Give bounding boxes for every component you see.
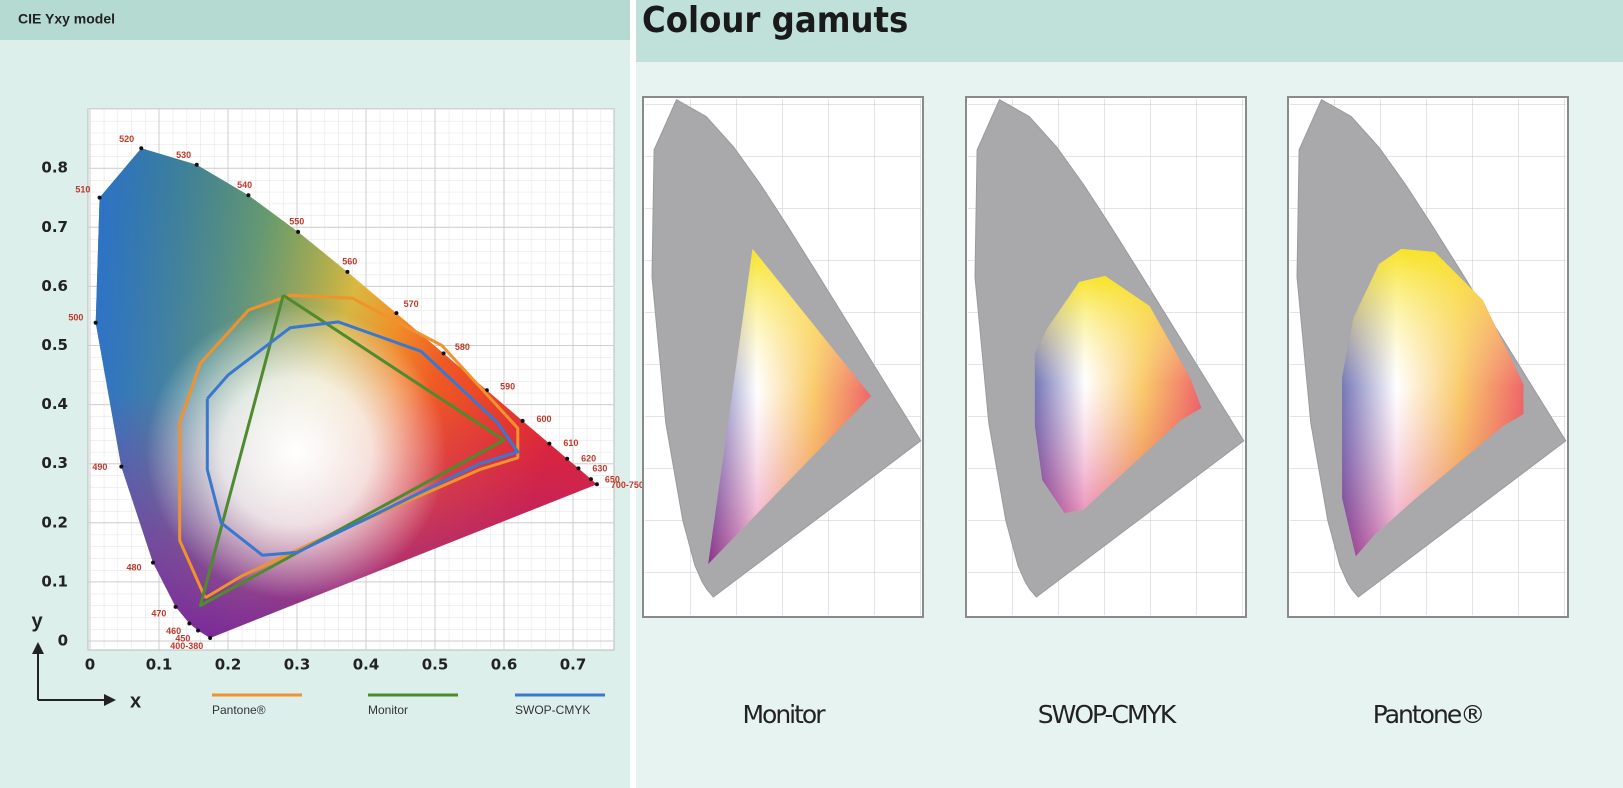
- locus-point: [174, 605, 178, 609]
- locus-point: [195, 163, 199, 167]
- gamut-caption: Monitor: [742, 700, 826, 729]
- y-tick-label: 0.4: [41, 395, 68, 413]
- x-axis-label: x: [130, 690, 141, 712]
- y-axis-label: y: [31, 610, 43, 632]
- wavelength-label: 460: [166, 626, 181, 636]
- x-tick-label: 0.6: [491, 656, 518, 674]
- x-tick-label: 0.2: [215, 656, 242, 674]
- figure: CIE Yxy model x y Colour gamuts 0 0.1 0.2 0…: [0, 0, 1623, 788]
- locus-point: [208, 636, 212, 640]
- locus-point: [442, 351, 446, 355]
- locus-point: [151, 561, 155, 565]
- wavelength-label: 520: [119, 134, 134, 144]
- wavelength-label: 480: [127, 563, 142, 573]
- gamut-caption: SWOP-CMYK: [1038, 700, 1177, 729]
- wavelength-label: 490: [92, 462, 107, 472]
- wavelength-label: 620: [581, 454, 596, 464]
- wavelength-label: 610: [563, 438, 578, 448]
- y-tick-label: 0.1: [41, 572, 68, 590]
- x-tick-label: 0: [85, 656, 95, 674]
- wavelength-label: 540: [237, 180, 252, 190]
- y-tick-label: 0.2: [41, 513, 68, 531]
- wavelength-label: 500: [68, 312, 83, 322]
- wavelength-label: 530: [176, 150, 191, 160]
- locus-point: [119, 465, 123, 469]
- locus-point: [521, 419, 525, 423]
- x-tick-label: 0.3: [284, 656, 311, 674]
- wavelength-label: 470: [151, 609, 166, 619]
- locus-point: [196, 629, 200, 633]
- locus-point: [547, 442, 551, 446]
- x-tick-label: 0.4: [353, 656, 380, 674]
- y-tick-label: 0.6: [41, 277, 68, 295]
- wavelength-label: 570: [404, 299, 419, 309]
- locus-point: [139, 146, 143, 150]
- locus-point: [187, 621, 191, 625]
- panel-title: Colour gamuts: [642, 0, 908, 41]
- gamut-caption: Pantone®: [1373, 700, 1483, 729]
- chart-title: CIE Yxy model: [18, 11, 115, 27]
- locus-point: [595, 482, 599, 486]
- y-tick-label: 0: [58, 632, 68, 650]
- y-tick-label: 0.7: [41, 218, 68, 236]
- locus-point: [576, 466, 580, 470]
- wavelength-label: 510: [75, 184, 90, 194]
- y-tick-label: 0.3: [41, 454, 68, 472]
- legend-label: Monitor: [368, 703, 408, 717]
- locus-point: [345, 270, 349, 274]
- wavelength-label: 590: [500, 382, 515, 392]
- x-tick-label: 0.1: [146, 656, 173, 674]
- x-tick-label: 0.5: [422, 656, 449, 674]
- locus-point: [394, 311, 398, 315]
- y-tick-label: 0.8: [41, 159, 68, 177]
- legend-label: Pantone®: [212, 703, 266, 717]
- y-tick-label: 0.5: [41, 336, 68, 354]
- locus-point: [565, 457, 569, 461]
- locus-point: [296, 230, 300, 234]
- wavelength-label: 580: [455, 342, 470, 352]
- locus-point: [246, 193, 250, 197]
- locus-point: [94, 321, 98, 325]
- wavelength-label: 630: [592, 464, 607, 474]
- x-tick-label: 0.7: [560, 656, 587, 674]
- wavelength-label: 600: [537, 414, 552, 424]
- wavelength-label: 560: [342, 256, 357, 266]
- locus-point: [589, 477, 593, 481]
- wavelength-label: 700-750: [611, 480, 644, 490]
- wavelength-label: 550: [289, 216, 304, 226]
- legend-label: SWOP-CMYK: [515, 703, 590, 717]
- locus-point: [98, 196, 102, 200]
